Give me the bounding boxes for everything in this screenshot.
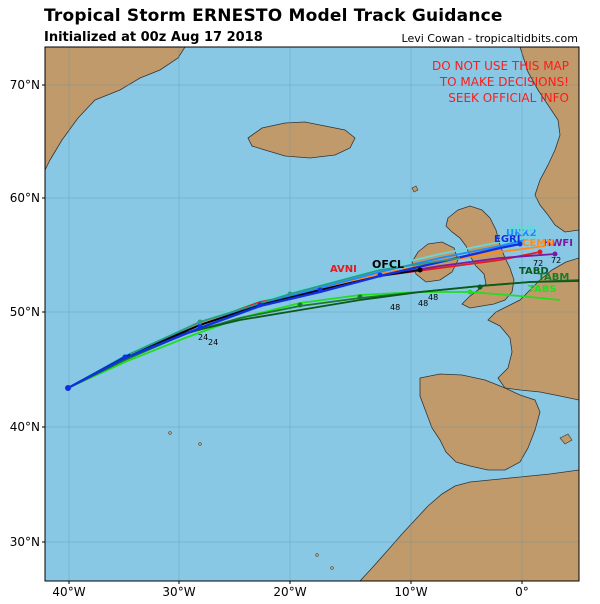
- model-label-tabs: TABS: [528, 284, 557, 295]
- lon-axis: 40°W 30°W 20°W 10°W 0°: [52, 585, 528, 599]
- track-point: [477, 284, 483, 290]
- model-label-ofcl: OFCL: [372, 258, 404, 271]
- lat-ticks: [42, 84, 45, 543]
- azores-island: [168, 431, 172, 435]
- hour-label: 24: [198, 333, 208, 342]
- track-point: [417, 267, 423, 273]
- model-label-avni: AVNI: [330, 264, 357, 275]
- credit-text: Levi Cowan - tropicaltidbits.com: [401, 32, 578, 45]
- continental-europe-landmass: [487, 257, 579, 401]
- hour-label: 48: [428, 293, 438, 302]
- azores-island: [198, 442, 202, 446]
- iberia-landmass: [419, 373, 541, 471]
- lon-ticks: [68, 581, 523, 584]
- map-title: Tropical Storm ERNESTO Model Track Guida…: [44, 6, 503, 26]
- canary-island: [330, 566, 334, 570]
- model-label-hmni: HMNI: [508, 224, 538, 235]
- lon-label: 30°W: [162, 585, 195, 599]
- model-label-tabd: TABD: [519, 266, 549, 277]
- track-point: [357, 294, 363, 300]
- track-point: [537, 249, 543, 255]
- lat-label: 40°N: [10, 420, 40, 434]
- track-point: [552, 251, 558, 257]
- model-label-cemn: CEMN: [522, 238, 555, 249]
- hour-label: 72: [551, 256, 561, 265]
- track-points: [65, 241, 558, 391]
- lat-label: 60°N: [10, 191, 40, 205]
- track-point: [197, 319, 203, 325]
- lon-label: 10°W: [394, 585, 427, 599]
- track-point: [122, 354, 128, 360]
- africa-landmass: [359, 469, 579, 581]
- iceland-landmass: [247, 121, 356, 159]
- model-label-ukx2: UKX2: [506, 228, 537, 239]
- track-origin-point: [65, 385, 71, 391]
- model-label-egri: EGRI: [494, 234, 520, 245]
- balearic-islands: [559, 433, 573, 445]
- scandinavia-landmass: [519, 47, 579, 233]
- disclaimer-line: DO NOT USE THIS MAP: [432, 59, 569, 73]
- disclaimer-line: SEEK OFFICIAL INFO: [448, 91, 569, 105]
- graticule: [45, 47, 579, 581]
- hour-labels: 24 24 48 48 48 72 72: [198, 256, 561, 347]
- init-time: Initialized at 00z Aug 17 2018: [44, 30, 263, 45]
- track-point: [467, 289, 473, 295]
- madeira-island: [315, 553, 319, 557]
- track-point: [377, 272, 383, 278]
- disclaimer-line: TO MAKE DECISIONS!: [439, 75, 569, 89]
- lon-label: 20°W: [273, 585, 306, 599]
- track-point: [517, 241, 523, 247]
- faroe-islands: [411, 185, 419, 193]
- track-point: [317, 287, 323, 293]
- hour-label: 72: [533, 259, 543, 268]
- lat-label: 50°N: [10, 305, 40, 319]
- lon-label: 40°W: [52, 585, 85, 599]
- lat-label: 70°N: [10, 78, 40, 92]
- lat-label: 30°N: [10, 535, 40, 549]
- track-tabs: [67, 291, 561, 389]
- map-frame: [44, 46, 580, 582]
- track-point: [197, 323, 203, 329]
- lon-label: 0°: [515, 585, 529, 599]
- track-point: [257, 302, 263, 308]
- hour-label: 48: [390, 303, 400, 312]
- lat-axis: 70°N 60°N 50°N 40°N 30°N: [10, 78, 40, 549]
- track-point: [287, 291, 293, 297]
- track-point: [297, 302, 303, 308]
- model-labels: AVNI OFCL EGRI UKX2 HMNI HWFI CEMN TABD …: [330, 224, 573, 295]
- model-label-hwfi: HWFI: [543, 238, 573, 249]
- model-label-tabm: TABM: [538, 272, 569, 283]
- disclaimer: DO NOT USE THIS MAP TO MAKE DECISIONS! S…: [432, 59, 569, 105]
- hour-label: 48: [418, 299, 428, 308]
- hour-label: 24: [208, 338, 218, 347]
